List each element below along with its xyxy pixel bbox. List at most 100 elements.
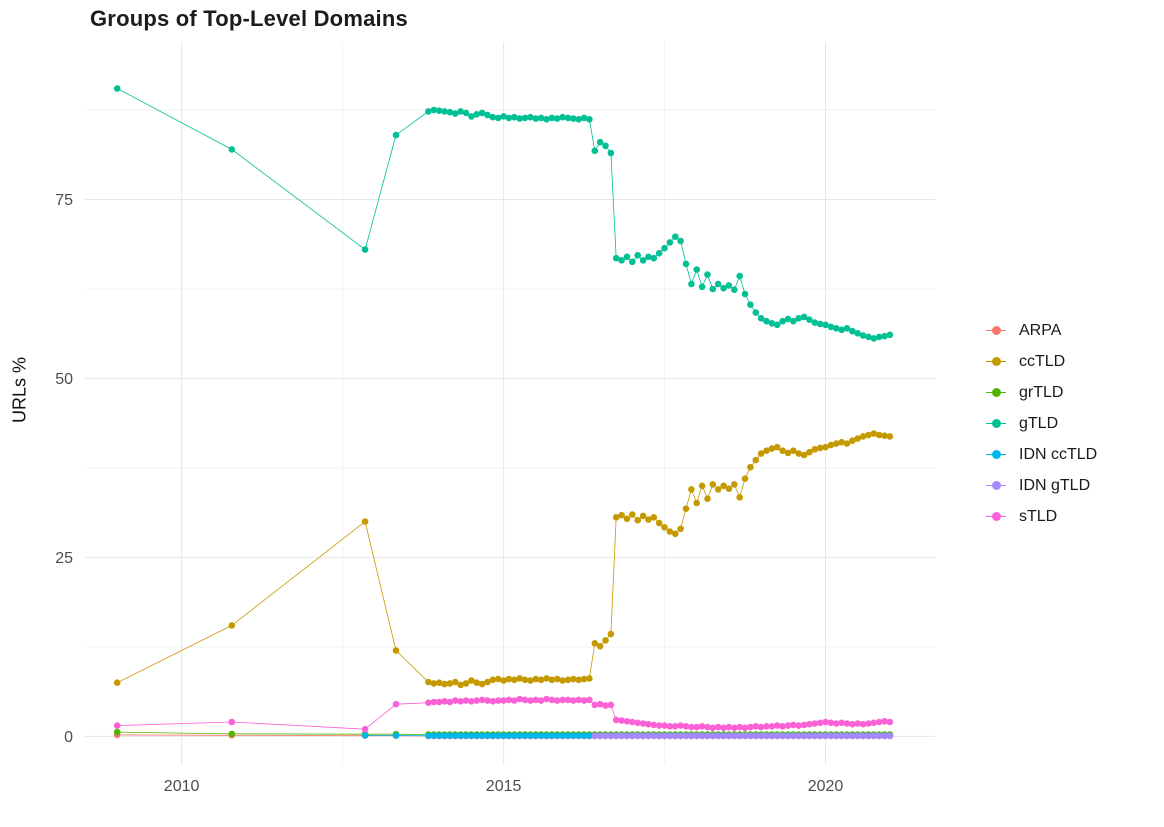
data-point [462, 109, 470, 117]
data-point [645, 253, 652, 261]
data-point [698, 723, 706, 730]
data-point [881, 332, 888, 340]
data-point [779, 723, 786, 730]
data-point [559, 696, 566, 704]
legend-label: IDN ccTLD [1019, 445, 1098, 463]
data-point [457, 698, 464, 705]
data-point [886, 331, 894, 339]
data-point [505, 732, 513, 739]
data-point [763, 317, 770, 325]
data-point [714, 732, 722, 740]
data-point [484, 678, 491, 686]
data-point [441, 698, 448, 705]
data-point [790, 721, 797, 729]
data-point [228, 718, 236, 726]
data-point [666, 732, 674, 740]
data-point [228, 730, 236, 738]
data-point [704, 271, 711, 278]
data-point [655, 519, 663, 527]
data-point [511, 697, 518, 704]
data-point [859, 332, 867, 339]
data-point [511, 732, 518, 739]
data-point [731, 732, 738, 740]
data-point [435, 679, 443, 686]
data-point [752, 723, 760, 730]
data-point [827, 719, 835, 727]
data-point [473, 732, 481, 739]
data-point [865, 333, 872, 341]
legend-item-idn-gtld: IDN gTLD [985, 470, 1097, 501]
data-point [521, 732, 529, 739]
data-point [548, 696, 556, 704]
data-point [811, 446, 819, 453]
data-point [773, 443, 781, 451]
data-point [773, 732, 781, 740]
data-point [795, 732, 802, 740]
data-point [473, 679, 481, 686]
data-point [784, 315, 792, 323]
data-point [521, 696, 529, 704]
data-point [666, 528, 674, 535]
data-point [602, 732, 609, 740]
legend-item-gtld: gTLD [985, 408, 1097, 439]
data-point [655, 722, 663, 729]
data-point [548, 114, 556, 122]
data-point [859, 433, 867, 440]
data-point [741, 732, 749, 740]
data-point [500, 732, 507, 739]
data-point [865, 732, 872, 740]
data-point [113, 728, 121, 736]
data-point [661, 732, 668, 740]
data-point [693, 499, 700, 507]
data-point [800, 721, 808, 729]
data-point [607, 701, 615, 709]
data-point [709, 285, 717, 293]
data-point [527, 697, 534, 704]
data-point [505, 696, 513, 704]
data-point [548, 732, 556, 739]
data-point [870, 719, 878, 727]
data-point [607, 630, 615, 638]
data-point [672, 233, 679, 240]
data-point [811, 319, 819, 326]
data-point [704, 495, 711, 503]
data-point [811, 732, 819, 740]
data-point [361, 725, 369, 733]
data-point [768, 732, 776, 740]
data-point [666, 239, 674, 246]
data-point [489, 732, 497, 739]
data-point [527, 732, 534, 739]
data-point [795, 315, 802, 322]
data-point [564, 676, 572, 684]
data-point [843, 440, 851, 447]
data-point [441, 732, 448, 739]
data-point [484, 697, 491, 704]
data-point [731, 286, 738, 294]
data-point [747, 732, 754, 740]
legend-label: gTLD [1019, 414, 1059, 432]
data-point [747, 301, 754, 309]
data-point [612, 254, 620, 262]
data-point [881, 732, 888, 740]
data-point [478, 696, 486, 704]
data-point [629, 511, 636, 518]
data-point [623, 253, 631, 261]
data-point [800, 451, 808, 459]
data-point [682, 723, 690, 730]
data-point [833, 440, 840, 447]
data-point [553, 697, 561, 704]
legend-label: grTLD [1019, 383, 1064, 401]
data-point [849, 732, 856, 740]
data-point [843, 720, 851, 727]
data-point [741, 724, 749, 732]
legend-item-stld: sTLD [985, 501, 1097, 532]
data-point [806, 316, 813, 324]
data-point [543, 732, 550, 739]
data-point [596, 642, 604, 650]
data-point [875, 732, 883, 740]
data-point [113, 85, 121, 92]
legend-dot-swatch [991, 450, 1001, 459]
data-point [446, 108, 454, 116]
data-point [655, 249, 663, 257]
